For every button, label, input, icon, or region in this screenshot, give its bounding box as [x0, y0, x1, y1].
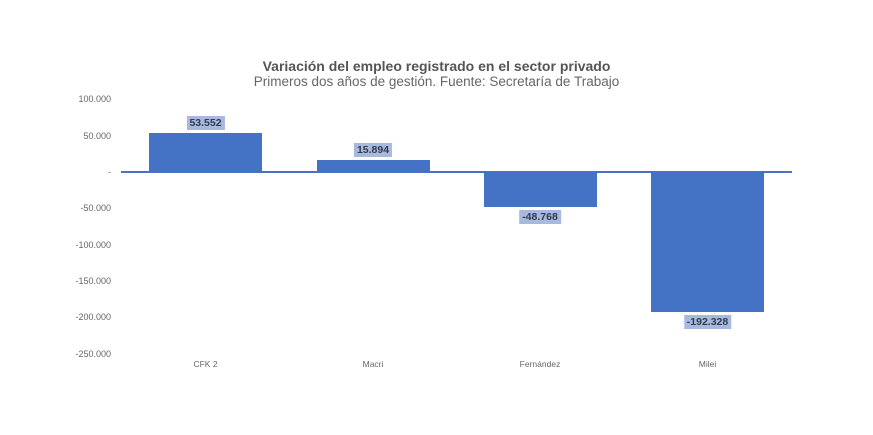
x-tick-label: Macri: [362, 359, 384, 369]
chart-title: Variación del empleo registrado en el se…: [262, 58, 611, 74]
data-label: 53.552: [186, 116, 225, 131]
zero-axis-line: [121, 171, 792, 173]
bar-fern-ndez: [483, 172, 597, 208]
y-tick-label: -100.000: [75, 239, 111, 250]
y-tick-label: 100.000: [78, 94, 111, 105]
y-tick-label: -: [108, 167, 111, 177]
y-tick-label: -250.000: [75, 348, 111, 359]
data-label: -48.768: [519, 210, 561, 225]
data-label: 15.894: [353, 143, 393, 158]
y-tick-label: -50.000: [80, 203, 111, 214]
bar-milei: [651, 172, 764, 312]
bar-macri: [316, 160, 430, 172]
y-tick-label: 50.000: [83, 130, 111, 141]
data-label: -192.328: [683, 314, 732, 329]
y-tick-label: -200.000: [75, 312, 111, 323]
x-tick-label: CFK 2: [193, 359, 218, 369]
x-tick-label: Fernández: [519, 359, 561, 369]
x-tick-label: Milei: [698, 359, 717, 369]
chart-subtitle: Primeros dos años de gestión. Fuente: Se…: [253, 74, 620, 89]
bar-cfk-2: [149, 133, 262, 172]
y-tick-label: -150.000: [75, 275, 111, 286]
